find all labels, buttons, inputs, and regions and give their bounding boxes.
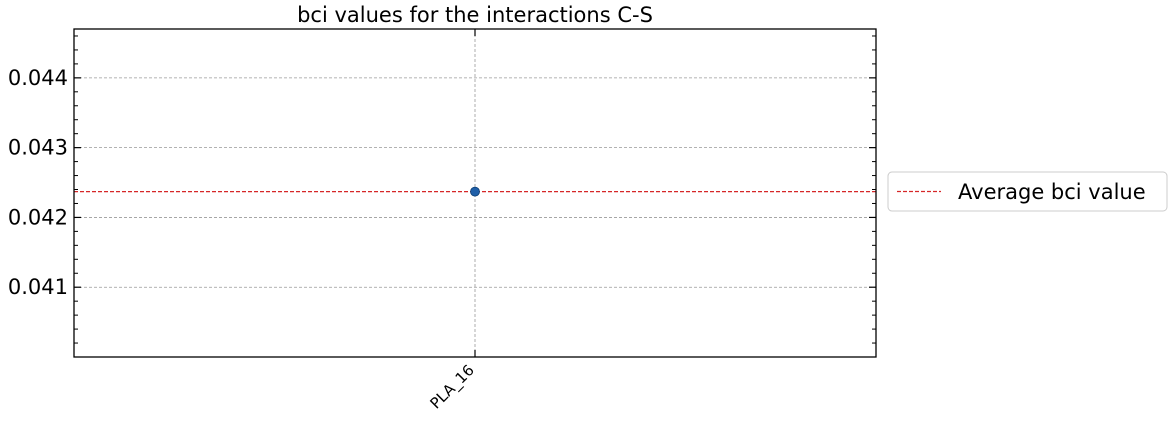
y-tick-label: 0.043 (8, 136, 68, 160)
y-tick-label: 0.044 (8, 66, 68, 90)
y-tick-label: 0.042 (8, 205, 68, 229)
legend: Average bci value (887, 171, 1168, 212)
plot-area-frame (73, 28, 877, 358)
x-axis-tick-labels: PLA_16 (426, 361, 478, 413)
chart-title: bci values for the interactions C-S (297, 3, 653, 27)
x-tick-label: PLA_16 (426, 361, 478, 413)
y-tick-label: 0.041 (8, 275, 68, 299)
data-point (470, 186, 480, 197)
grid (74, 29, 876, 357)
legend-box (887, 171, 1168, 212)
data-points (470, 186, 480, 197)
legend-label-average-bci-value: Average bci value (958, 180, 1146, 204)
y-axis-tick-labels: 0.041 0.042 0.043 0.044 (8, 66, 68, 299)
